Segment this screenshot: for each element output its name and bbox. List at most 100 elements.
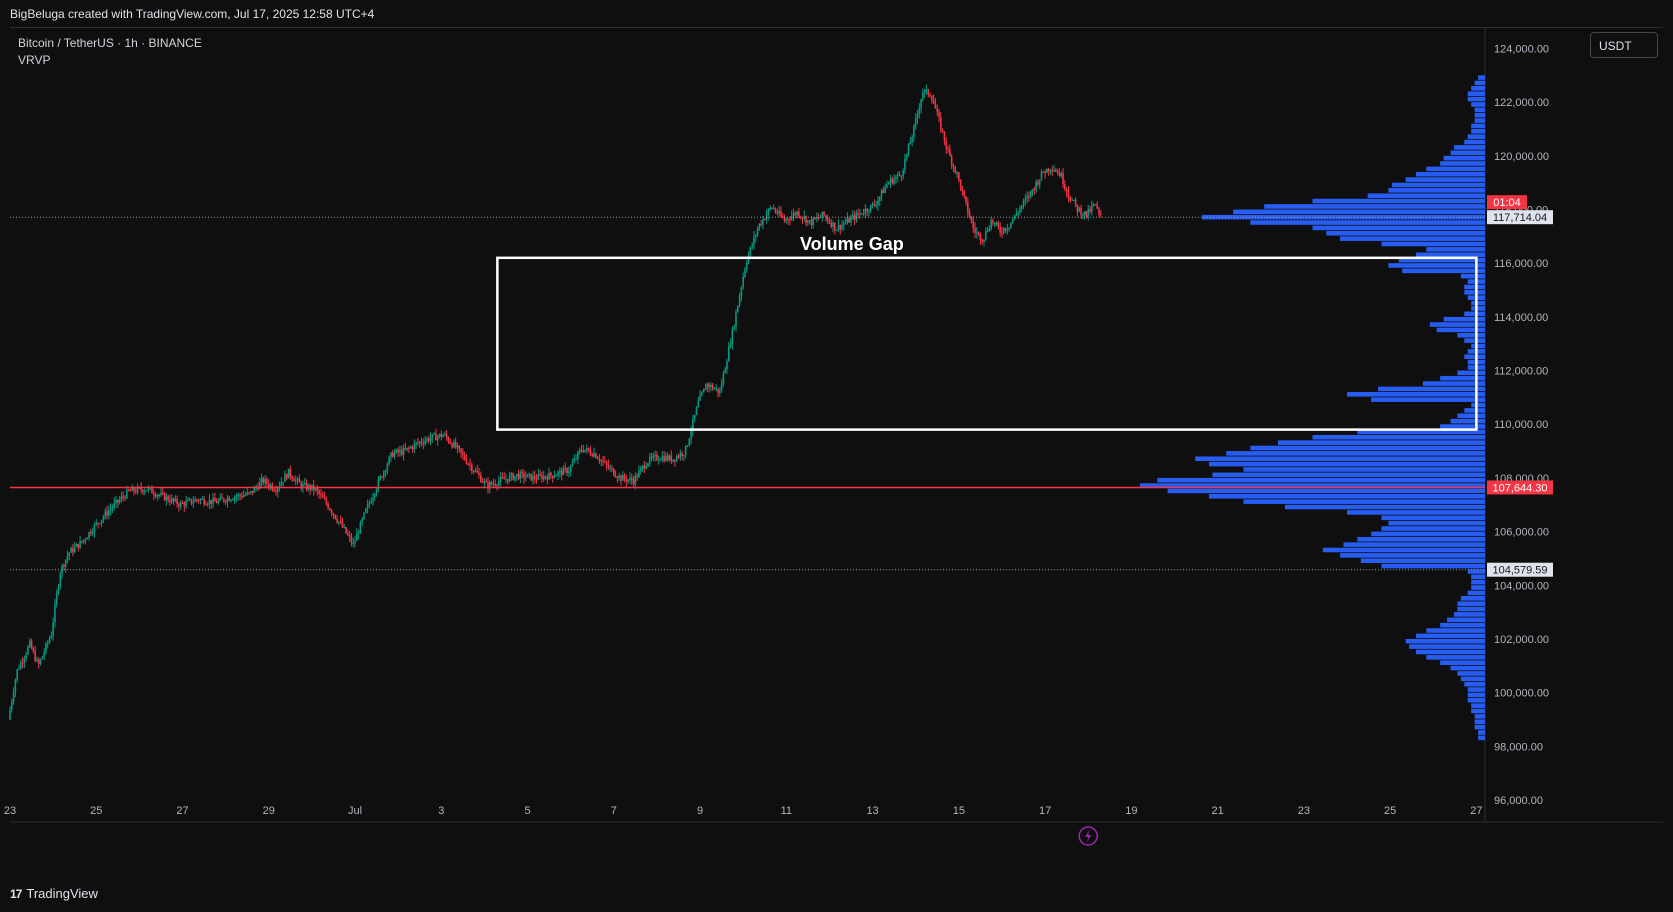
candle-body [303,483,306,485]
candle-body [237,494,240,497]
volume-profile-bar [1381,241,1485,247]
volume-profile-bar [1209,494,1485,499]
countdown-box [1487,195,1527,210]
candle-body [648,456,651,464]
x-tick-label: 3 [438,805,444,817]
volume-profile-bar [1467,569,1485,574]
candle-body [172,498,175,501]
candle-body [596,457,599,460]
candle-body [426,438,428,441]
candle-body [382,471,385,478]
y-tick-label: 110,000.00 [1494,419,1548,431]
candle-body [1004,228,1007,231]
candle-body [715,388,718,390]
candle-body [126,489,128,499]
volume-profile-bar [1326,230,1485,236]
candle-body [620,475,622,481]
indicator-title[interactable]: VRVP [18,53,51,67]
candle-body [90,532,92,534]
symbol-title[interactable]: Bitcoin / TetherUS · 1h · BINANCE [18,36,202,50]
candle-body [440,433,443,438]
candle-body [18,668,20,670]
candle-body [435,433,437,441]
candle-body [285,474,288,479]
candle-body [927,89,930,95]
candle-body [771,207,773,209]
volume-profile-bar [1436,327,1485,333]
candle-body [641,465,644,468]
candle-body [551,475,554,478]
candle-body [1096,204,1099,209]
candle-body [143,490,146,493]
candle-body [719,390,721,393]
candle-body [803,216,806,219]
volume-profile-bar [1471,708,1485,714]
currency-button[interactable]: USDT [1590,32,1658,58]
candle-body [1031,189,1034,191]
candle-body [711,384,714,390]
candle-body [988,228,991,232]
candle-body [941,130,944,132]
candle-body [232,499,234,501]
candle-body [729,344,732,347]
candle-body [462,452,464,455]
candle-body [118,499,121,503]
candle-body [514,475,516,480]
candle-body [86,537,89,540]
candle-body [221,497,223,499]
volume-profile-bar [1426,628,1485,633]
price-label-text: 107,644.30 [1492,482,1547,494]
candle-body [744,268,746,277]
candle-body [476,470,479,473]
candle-body [1051,170,1054,172]
volume-profile-bar [1474,107,1485,113]
candle-body [954,166,957,173]
volume-profile-bar [1478,735,1485,741]
candle-body [188,499,191,501]
volume-profile-bar [1367,193,1485,198]
candle-body [657,459,660,461]
candle-body [961,189,964,191]
candle-body [154,494,157,497]
volume-profile-bar [1212,472,1485,478]
candle-body [1071,199,1073,201]
candle-body [131,487,133,491]
candle-body [1058,172,1061,177]
candle-body [560,470,563,476]
volume-profile-bar [1464,338,1485,343]
volume-profile-bar [1195,456,1485,462]
candle-body [846,218,849,223]
candle-body [539,474,541,476]
candle-body [348,535,351,537]
candle-body [1011,219,1014,223]
candle-body [686,445,689,447]
candle-body [1017,212,1019,214]
candle-body [983,239,985,242]
volume-profile-bar [1460,596,1485,601]
volume-profile-bar [1443,316,1485,322]
horizontal-lines [10,216,1485,571]
candle-body [807,220,809,223]
candle-body [950,155,953,165]
candle-body [517,473,520,479]
candle-body [134,491,137,493]
candle-body [142,490,144,493]
candle-body [1049,170,1052,172]
candle-body [183,503,186,507]
candle-body [1001,232,1003,234]
candle-body [1035,182,1037,191]
volume-profile-bar [1340,236,1485,241]
candle-body [449,441,452,444]
candle-body [753,236,755,245]
candle-body [187,499,189,502]
tradingview-brand[interactable]: 17 TradingView [10,886,98,901]
candle-body [1091,205,1093,212]
candle-body [370,501,373,503]
candle-body [16,669,18,680]
candle-body [787,218,789,220]
candle-body [997,222,1000,228]
candle-body [976,232,978,234]
candle-body [904,159,906,171]
candle-body [1010,222,1012,228]
